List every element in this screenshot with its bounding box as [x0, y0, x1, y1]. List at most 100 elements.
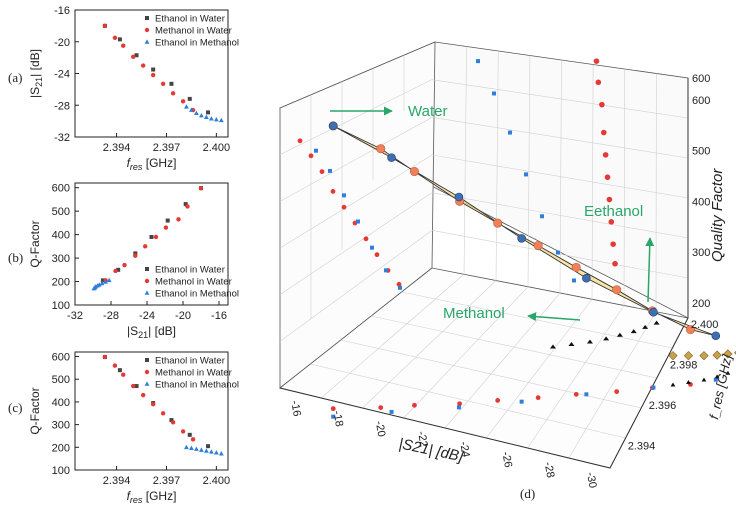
tick-q: 500 — [692, 146, 710, 158]
point-ethanol-methanol — [214, 117, 219, 121]
proj-floor-methanol — [412, 403, 417, 408]
y-tick-label: -16 — [54, 5, 70, 17]
proj-back-ethanol — [524, 172, 528, 176]
proj-left-methanol — [342, 205, 347, 210]
point-methanol-water — [141, 63, 145, 67]
proj-floor-ethanol — [584, 392, 588, 396]
proj-back-ethanol — [508, 131, 512, 135]
point-ethanol-water — [206, 444, 210, 448]
tick-s21: -30 — [584, 471, 599, 489]
point-methanol-water — [131, 55, 135, 59]
proj-floor-methanol — [614, 389, 619, 394]
proj-back-methanol — [596, 80, 602, 86]
y-tick-label: -32 — [54, 132, 70, 144]
panel-label-a: (a) — [8, 70, 22, 85]
y-tick-label: 400 — [52, 397, 70, 409]
point-3d-methanol-water — [377, 145, 385, 153]
point-3d-methanol-water — [410, 167, 418, 175]
proj-left-methanol — [309, 153, 314, 158]
point-methanol-water — [199, 186, 203, 190]
point-methanol-water — [185, 204, 189, 208]
proj-back-methanol — [594, 58, 600, 64]
legend-label: Ethanol in Water — [155, 265, 225, 276]
y-axis-label: Q-Factor — [28, 220, 42, 267]
point-methanol-water — [171, 420, 175, 424]
xlabel-d: |S21| [dB] — [397, 435, 465, 465]
y-tick-label: -28 — [54, 100, 70, 112]
tick-s21: -18 — [330, 410, 345, 428]
point-methanol-water — [171, 91, 175, 95]
proj-left-methanol — [298, 138, 303, 143]
point-methanol-water — [121, 372, 125, 376]
proj-left-ethanol — [370, 246, 374, 250]
legend-label: Methanol in Water — [155, 368, 232, 379]
legend-label: Ethanol in Methanol — [155, 380, 239, 391]
proj-back-methanol — [607, 197, 613, 203]
proj-left-methanol — [320, 169, 325, 174]
proj-floor-ethanol — [651, 386, 655, 390]
point-ethanol-methanol — [219, 118, 224, 122]
point-ethanol-methanol — [199, 113, 204, 117]
x-axis-label: |S21| [dB] — [127, 324, 176, 340]
ylabel-d: f_res [GHz] — [706, 353, 734, 421]
legend-label: Methanol in Water — [155, 277, 232, 288]
annotation-methanol: Methanol — [443, 305, 505, 322]
point-methanol-water — [151, 73, 155, 77]
proj-back-methanol — [599, 102, 605, 108]
x-tick-label: 2.394 — [103, 142, 131, 154]
point-ethanol-methanol — [184, 104, 189, 108]
point-3d-methanol-water — [493, 219, 501, 227]
legend-marker — [145, 39, 150, 43]
point-3d-methanol-water — [572, 263, 580, 271]
tick-s21: -28 — [542, 461, 557, 479]
y-tick-label: -20 — [54, 37, 70, 49]
point-methanol-water — [141, 393, 145, 397]
x-axis-label: fres [GHz] — [127, 489, 177, 505]
point-3d-ethanol-methanol — [700, 351, 708, 359]
panel-b-plot: -32-28-24-20-16100200300400500600Ethanol… — [28, 183, 239, 340]
point-ethanol-methanol — [194, 447, 199, 451]
proj-left-methanol — [364, 236, 369, 241]
point-ethanol-water — [150, 235, 154, 239]
legend-marker — [145, 358, 149, 362]
proj-back-methanol — [601, 130, 607, 136]
proj-back-ethanol — [540, 214, 544, 218]
point-ethanol-water — [151, 68, 155, 72]
tick-fres: 2.400 — [691, 319, 719, 331]
panel-label-d: (d) — [520, 486, 535, 501]
tick-q: 600 — [692, 95, 710, 107]
point-3d-ethanol-water — [329, 122, 337, 130]
point-ethanol-water — [118, 37, 122, 41]
legend-marker — [145, 279, 149, 283]
point-3d-ethanol-water — [649, 308, 657, 316]
x-tick-label: 2.394 — [103, 475, 131, 487]
point-methanol-water — [143, 244, 147, 248]
y-tick-label: 500 — [52, 374, 70, 386]
legend-marker — [145, 16, 149, 20]
proj-floor-methanol — [495, 398, 500, 403]
x-tick-label: -28 — [103, 310, 119, 322]
point-methanol-water — [113, 269, 117, 273]
point-3d-ethanol-water — [388, 154, 396, 162]
proj-left-ethanol — [342, 193, 346, 197]
y-axis-label: |S21| [dB] — [28, 49, 44, 98]
y-tick-label: 300 — [52, 420, 70, 432]
proj-floor-methanol — [536, 395, 541, 400]
y-tick-label: 500 — [52, 206, 70, 218]
proj-floor-em — [702, 377, 707, 381]
point-methanol-water — [103, 24, 107, 28]
proj-floor-ethanol — [390, 410, 394, 414]
tick-fres: 2.396 — [649, 400, 677, 412]
tick-q: 600 — [692, 73, 710, 85]
point-methanol-water — [122, 263, 126, 267]
point-ethanol-water — [169, 82, 173, 86]
legend-label: Ethanol in Water — [155, 14, 225, 25]
y-tick-label: 300 — [52, 253, 70, 265]
tick-q: 200 — [692, 298, 710, 310]
point-methanol-water — [176, 217, 180, 221]
proj-back-ethanol — [556, 251, 560, 255]
proj-back-methanol — [610, 241, 616, 247]
legend-marker — [145, 381, 150, 385]
